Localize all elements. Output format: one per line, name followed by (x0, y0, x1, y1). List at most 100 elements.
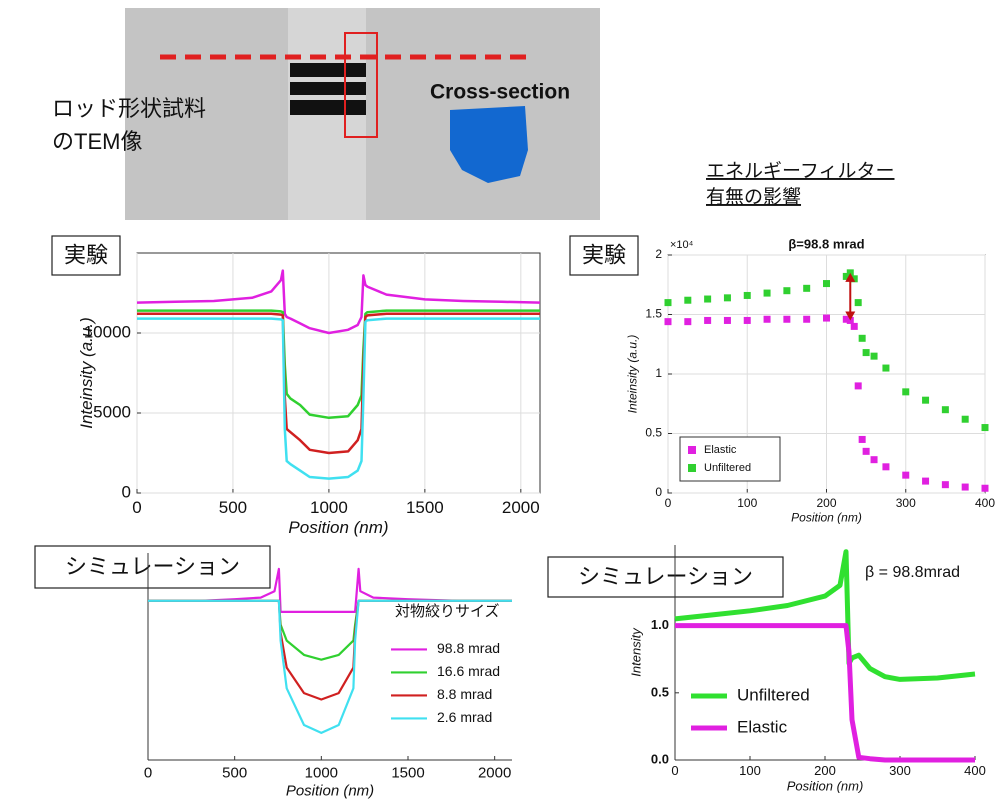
marker (882, 463, 890, 471)
x-tick-label: 400 (975, 496, 995, 510)
marker (743, 291, 751, 299)
x-tick-label: 1000 (305, 764, 338, 781)
series-line (148, 567, 512, 613)
x-tick-label: 100 (737, 496, 757, 510)
x-tick-label: 1500 (406, 498, 444, 517)
panel-label: 実験 (64, 242, 108, 267)
band (290, 63, 366, 77)
x-tick-label: 200 (814, 763, 836, 778)
y-axis-label: Inteinsity (a.u.) (625, 335, 639, 414)
x-tick-label: 200 (816, 496, 836, 510)
marker (902, 471, 910, 479)
legend-label: Unfiltered (737, 685, 810, 704)
scan-box (344, 32, 378, 138)
marker (763, 315, 771, 323)
plot-frame (136, 252, 541, 494)
marker (743, 316, 751, 324)
marker (704, 316, 712, 324)
cross-section-label: Cross-section (430, 81, 570, 104)
legend-label: 8.8 mrad (437, 686, 492, 702)
panel-label: シミュレーション (578, 564, 753, 589)
legend-label: 98.8 mrad (437, 640, 500, 656)
legend-label: 16.6 mrad (437, 663, 500, 679)
marker (803, 315, 811, 323)
marker (723, 316, 731, 324)
y-axis-label: Intensity (629, 627, 644, 677)
marker (704, 295, 712, 303)
y-tick-label: 1.5 (645, 307, 662, 321)
marker (961, 483, 969, 491)
marker (870, 352, 878, 360)
y-multiplier: ×10⁴ (670, 239, 694, 251)
band (290, 82, 366, 95)
series-line (136, 269, 541, 335)
x-tick-label: 300 (889, 763, 911, 778)
marker (981, 484, 989, 492)
chart-title: β=98.8 mrad (788, 236, 864, 251)
marker (842, 315, 850, 323)
x-tick-label: 0 (144, 764, 152, 781)
marker (664, 299, 672, 307)
marker (723, 294, 731, 302)
marker (783, 315, 791, 323)
y-tick-label: 0 (122, 482, 131, 501)
cross-section-shape (450, 106, 528, 183)
panel-label-box (547, 556, 784, 598)
y-tick-label: 0.5 (645, 426, 662, 440)
tem-image: Cross-section (125, 8, 600, 220)
legend-label: Unfiltered (704, 462, 751, 474)
panel-label: 実験 (582, 242, 626, 267)
marker (823, 314, 830, 322)
marker (922, 396, 930, 404)
x-tick-label: 2000 (502, 498, 540, 517)
panel-label-box (569, 235, 639, 276)
x-tick-label: 100 (739, 763, 761, 778)
legend-label: 2.6 mrad (437, 709, 492, 725)
marker (850, 275, 858, 283)
y-tick-label: 1.0 (651, 617, 669, 632)
y-tick-label: 2 (655, 247, 662, 261)
y-tick-label: 1 (655, 366, 662, 380)
x-tick-label: 500 (222, 764, 247, 781)
marker (941, 406, 949, 414)
marker (981, 424, 989, 432)
marker (803, 284, 811, 292)
series-line (148, 599, 512, 734)
marker (882, 364, 890, 372)
marker (858, 435, 866, 443)
panel-label-box (51, 235, 121, 276)
marker (941, 481, 949, 489)
y-tick-label: 0.5 (651, 684, 669, 699)
marker (850, 322, 858, 330)
x-axis-label: Position (nm) (791, 510, 862, 524)
panel-label: シミュレーション (65, 554, 240, 579)
legend-box (679, 436, 781, 482)
legend-label: Elastic (704, 444, 737, 456)
y-axis-label: Inteinsity (a.u.) (77, 317, 96, 429)
x-tick-label: 300 (896, 496, 916, 510)
x-axis-label: Position (nm) (286, 782, 374, 799)
marker (664, 318, 672, 326)
series-line (137, 317, 540, 480)
legend-marker (688, 446, 696, 454)
legend-label: Elastic (737, 717, 788, 736)
marker (823, 280, 830, 288)
y-tick-label: 5000 (93, 402, 131, 421)
marker (842, 272, 850, 280)
x-tick-label: 2000 (478, 764, 511, 781)
x-tick-label: 1500 (391, 764, 424, 781)
y-tick-label: 0.0 (651, 751, 669, 766)
x-tick-label: 0 (132, 498, 141, 517)
x-axis-label: Position (nm) (787, 779, 864, 794)
marker (862, 447, 870, 455)
caption: ロッド形状試料 (52, 96, 206, 121)
marker (922, 477, 930, 485)
heading: エネルギーフィルター (706, 160, 894, 182)
marker (684, 318, 692, 326)
marker (902, 388, 910, 396)
marker (854, 299, 862, 307)
series-line (137, 312, 540, 455)
series-line (137, 309, 540, 420)
y-tick-label: 10000 (84, 322, 131, 341)
